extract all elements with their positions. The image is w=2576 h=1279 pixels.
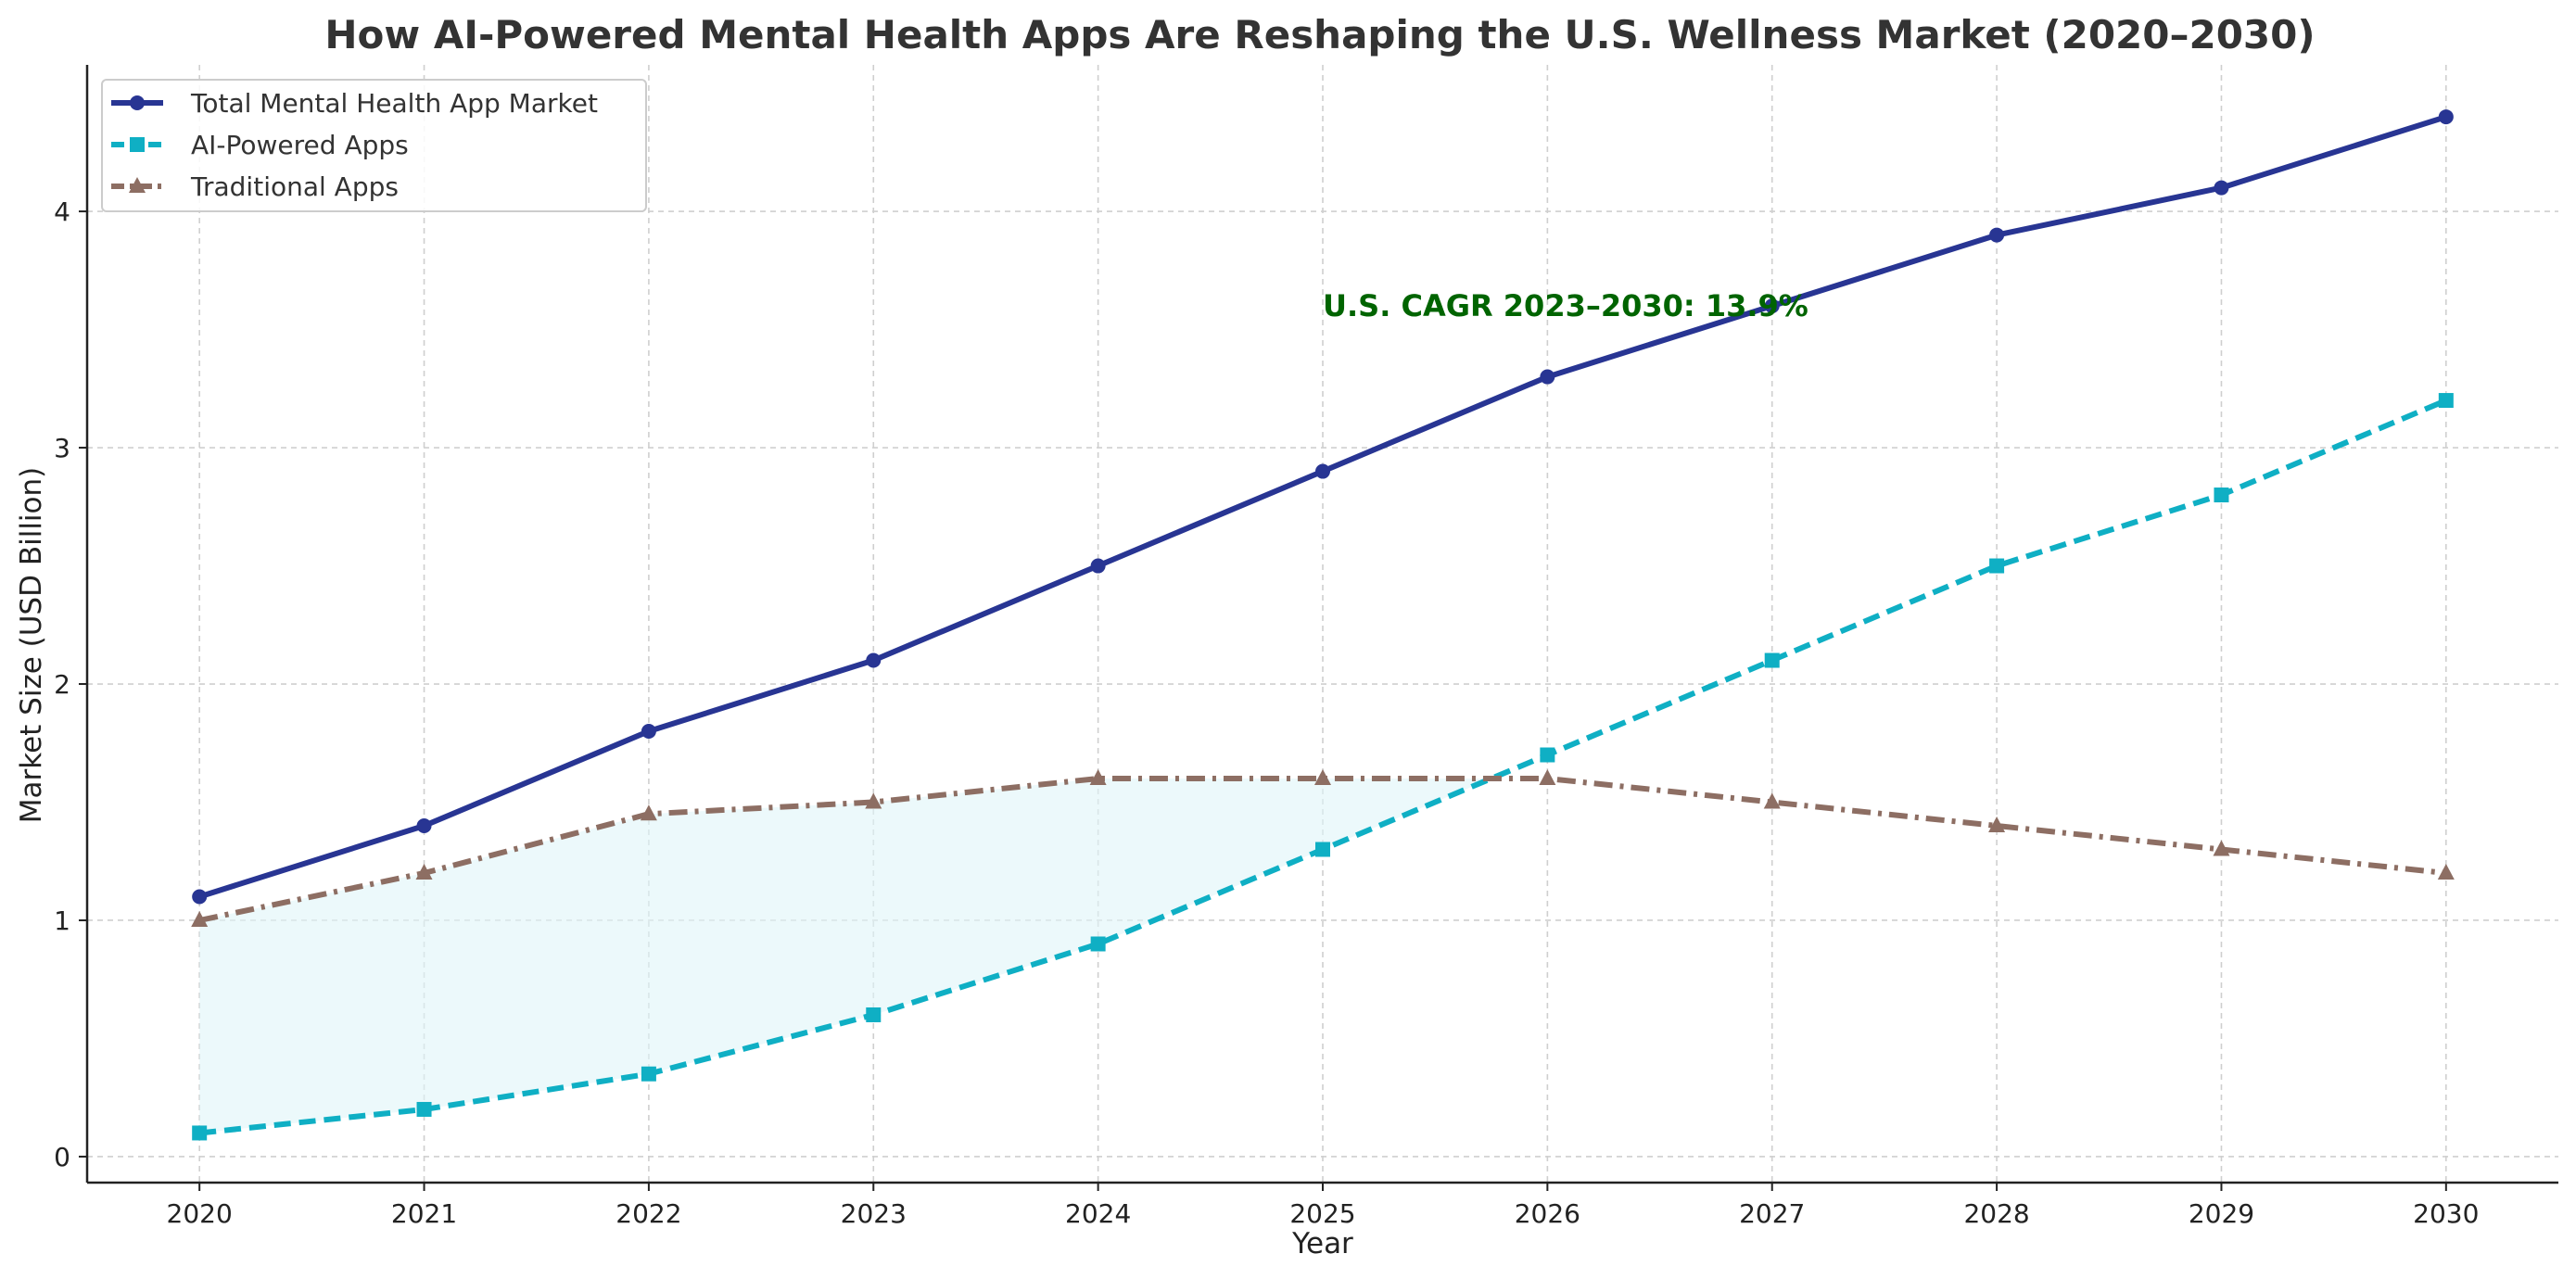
x-tick-label: 2026 — [1515, 1198, 1580, 1229]
shaded-area — [199, 779, 1491, 1133]
data-point — [1989, 227, 2005, 243]
data-point — [866, 652, 882, 668]
data-point — [2214, 180, 2229, 196]
data-point — [1989, 558, 2005, 574]
legend-entry: Traditional Apps — [111, 171, 399, 202]
x-tick-label: 2024 — [1065, 1198, 1131, 1229]
data-point — [1763, 792, 1781, 809]
legend-marker — [130, 137, 145, 152]
legend-marker — [129, 177, 146, 193]
x-tick-label: 2021 — [391, 1198, 457, 1229]
series-2 — [191, 769, 2455, 927]
x-tick-label: 2025 — [1289, 1198, 1355, 1229]
data-point — [2438, 109, 2454, 125]
data-point — [641, 724, 656, 740]
series-1 — [192, 393, 2454, 1141]
data-point — [1988, 816, 2006, 832]
y-tick-label: 0 — [54, 1142, 70, 1172]
data-point — [191, 910, 209, 927]
series-group — [191, 109, 2455, 1141]
data-point — [641, 1066, 656, 1082]
data-point — [866, 1007, 882, 1022]
legend-marker — [130, 95, 145, 110]
data-point — [1090, 558, 1106, 574]
data-point — [640, 804, 657, 821]
y-tick-label: 4 — [54, 196, 70, 227]
data-point — [1315, 463, 1330, 479]
data-point — [2438, 393, 2454, 409]
legend-label: AI-Powered Apps — [191, 130, 409, 160]
y-tick-label: 2 — [54, 669, 70, 700]
data-point — [2437, 863, 2455, 880]
data-point — [1090, 936, 1106, 952]
x-tick-label: 2023 — [841, 1198, 907, 1229]
x-axis-label: Year — [1291, 1227, 1353, 1260]
x-tick-label: 2022 — [615, 1198, 681, 1229]
x-tick-label: 2027 — [1739, 1198, 1805, 1229]
data-point — [416, 1101, 432, 1117]
data-point — [2214, 488, 2229, 503]
y-tick-label: 3 — [54, 433, 70, 463]
legend-entries: Total Mental Health App Market AI-Powered… — [111, 88, 598, 202]
data-point — [865, 792, 882, 809]
legend-label: Total Mental Health App Market — [190, 88, 598, 119]
x-tick-label: 2030 — [2413, 1198, 2479, 1229]
cagr-annotation: U.S. CAGR 2023–2030: 13.9% — [1323, 288, 1808, 323]
x-tick-label: 2029 — [2189, 1198, 2254, 1229]
data-point — [192, 889, 208, 905]
x-tick-label: 2020 — [167, 1198, 233, 1229]
data-point — [2213, 840, 2230, 856]
data-point — [1764, 652, 1780, 668]
data-point — [1539, 769, 1556, 786]
shaded-region — [199, 779, 1491, 1133]
axes: 2020 2021 2022 2023 2024 2025 2026 2027 2028 2029… — [54, 65, 2558, 1229]
series-line — [198, 776, 2447, 923]
series-0 — [192, 109, 2454, 905]
data-point — [1540, 747, 1555, 763]
data-point — [192, 1125, 208, 1141]
legend-entry: AI-Powered Apps — [111, 130, 409, 160]
x-tick-label: 2028 — [1963, 1198, 2029, 1229]
y-axis-label: Market Size (USD Billion) — [15, 467, 48, 824]
data-point — [1315, 842, 1330, 857]
legend-entry: Total Mental Health App Market — [111, 88, 598, 119]
data-point — [1314, 769, 1331, 786]
data-point — [1089, 769, 1107, 786]
data-point — [416, 817, 432, 833]
chart-title: How AI-Powered Mental Health Apps Are Re… — [324, 12, 2315, 57]
data-point — [415, 863, 433, 880]
legend-label: Traditional Apps — [190, 171, 399, 202]
y-tick-label: 1 — [54, 905, 70, 936]
legend-box — [101, 79, 647, 212]
data-point — [1764, 298, 1780, 314]
legend: Total Mental Health App Market AI-Powered… — [101, 79, 647, 212]
data-point — [1540, 369, 1555, 385]
